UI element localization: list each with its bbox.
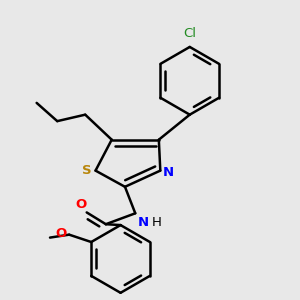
Text: H: H (152, 216, 161, 229)
Text: S: S (82, 164, 92, 177)
Text: O: O (76, 198, 87, 211)
Text: O: O (56, 227, 67, 240)
Text: N: N (138, 216, 149, 229)
Text: Cl: Cl (183, 27, 196, 40)
Text: N: N (163, 166, 174, 178)
